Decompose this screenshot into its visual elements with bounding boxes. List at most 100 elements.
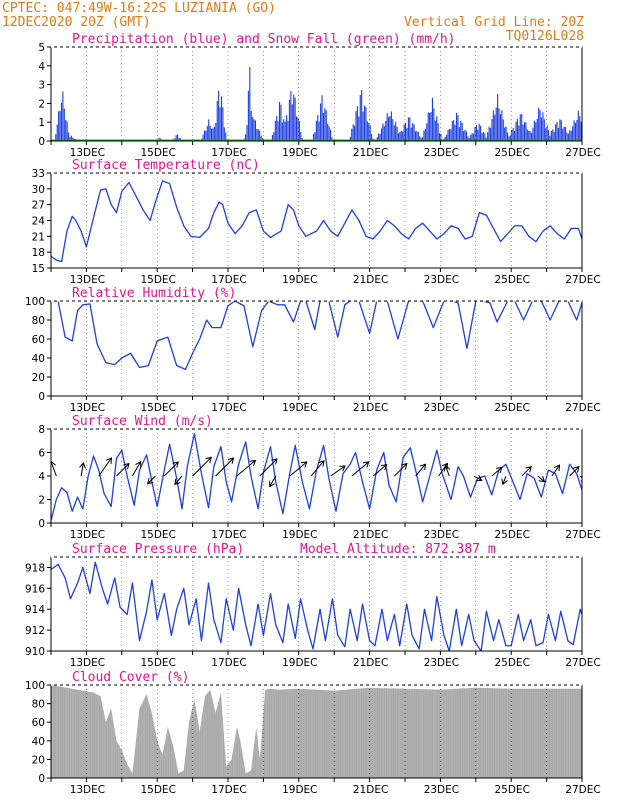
precip-bar (450, 129, 452, 141)
wind-arrow (372, 464, 387, 477)
precip-bar (298, 121, 300, 141)
precip-bar (495, 107, 497, 141)
wind-arrowhead (205, 456, 212, 464)
precip-bar (356, 106, 358, 141)
precip-bar (66, 121, 68, 141)
precip-bar (499, 114, 501, 141)
precip-bar (536, 118, 538, 141)
precip-bar (569, 129, 571, 141)
precip-bar (278, 101, 281, 141)
precip-bar (388, 116, 390, 141)
precip-bar (354, 125, 356, 141)
precip-bar (550, 130, 552, 141)
x-tick-label: 19DEC (282, 529, 317, 541)
x-tick-label: 19DEC (282, 657, 317, 669)
precip-bar (576, 119, 578, 141)
panel-2: Surface Temperature (nC) 15 18 21 24 27 30 33 13… (32, 158, 601, 286)
precip-bar (512, 128, 514, 141)
precip-bar (529, 131, 531, 141)
precip-bar (475, 125, 477, 141)
precip-bar (566, 132, 568, 141)
precip-bar (504, 127, 506, 141)
precip-bar (281, 122, 283, 141)
wind-arrow (163, 461, 179, 477)
x-tick-label: 21DEC (353, 402, 388, 414)
precip-bar (468, 137, 470, 141)
precip-bar (521, 113, 523, 141)
precip-bar (463, 131, 465, 141)
precip-bar (257, 129, 259, 141)
precip-bar (400, 130, 402, 141)
x-tick-label: 17DEC (211, 657, 246, 669)
y-tick-label: 20 (32, 372, 45, 384)
precip-bar (472, 133, 475, 141)
precip-bar (419, 136, 421, 141)
wind-arrow (521, 466, 532, 477)
precip-bar (284, 121, 286, 141)
precip-bar (352, 124, 354, 141)
precip-bar (277, 121, 279, 141)
precip-bar (317, 115, 319, 141)
y-tick-label: 80 (32, 699, 45, 711)
panel-6: Cloud Cover (%) 0 20 40 60 80 100 13DEC 15DEC 17D… (25, 670, 601, 796)
x-tick-label: 15DEC (140, 529, 175, 541)
x-tick-label: 17DEC (211, 147, 246, 159)
wind-arrowhead (553, 464, 561, 472)
precip-bar (283, 119, 285, 141)
precip-bar (203, 130, 206, 141)
precip-bar (434, 120, 436, 141)
precip-bar (487, 132, 489, 141)
panel-title: Surface Wind (m/s) (72, 414, 213, 429)
precip-bar (219, 107, 221, 141)
wind-arrow (236, 460, 256, 477)
wind-arrow (473, 475, 482, 481)
precip-bar (260, 135, 262, 141)
x-tick-label: 23DEC (424, 402, 459, 414)
precip-bar (369, 125, 371, 141)
precip-bar (385, 120, 387, 141)
precip-bar (455, 112, 458, 141)
panel-title: Relative Humidity (%) (72, 286, 236, 301)
precip-bar (252, 116, 254, 141)
precip-bar (501, 110, 503, 141)
precip-bar (440, 133, 442, 141)
precip-bar (498, 108, 500, 141)
wind-arrowhead (443, 464, 451, 472)
wind-arrow (147, 475, 156, 485)
wind-arrowhead (475, 475, 483, 481)
precip-bar (382, 123, 384, 141)
wind-arrowhead (419, 463, 427, 471)
precip-bar (295, 116, 298, 141)
precip-bar (545, 128, 547, 141)
precip-bar (402, 131, 404, 141)
wind-arrowhead (135, 460, 142, 468)
precip-bar (532, 127, 534, 141)
precip-bar (322, 112, 324, 141)
y-tick-label: 15 (32, 263, 45, 275)
precip-bar (363, 105, 366, 141)
precip-bar (215, 122, 217, 141)
precip-bar (579, 116, 581, 141)
y-tick-label: 3 (38, 80, 45, 92)
x-tick-label: 25DEC (494, 784, 529, 796)
precip-bar (362, 111, 364, 141)
y-tick-label: 6 (38, 448, 45, 460)
wind-arrow (98, 457, 112, 477)
precip-bar (416, 130, 418, 141)
x-tick-label: 23DEC (424, 274, 459, 286)
x-tick-label: 27DEC (565, 402, 600, 414)
header-station: CPTEC: 047:49W-16:22S LUZIANIA (GO) (2, 1, 276, 16)
precip-bar (358, 116, 360, 141)
precip-bar (414, 131, 417, 141)
precip-bar (427, 112, 429, 141)
precip-bar (222, 107, 224, 141)
y-tick-label: 916 (25, 583, 45, 595)
x-tick-label: 13DEC (70, 784, 105, 796)
precip-bar (526, 129, 528, 141)
precip-bar (519, 114, 521, 141)
precip-bar (312, 133, 315, 141)
x-tick-label: 23DEC (424, 147, 459, 159)
precip-bar (321, 95, 323, 141)
precip-bar (56, 124, 58, 141)
